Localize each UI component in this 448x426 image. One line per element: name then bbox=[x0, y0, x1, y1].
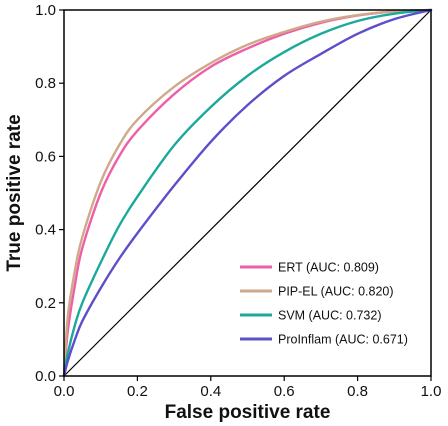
y-tick-label: 0.8 bbox=[35, 75, 56, 92]
x-axis-title: False positive rate bbox=[165, 402, 331, 423]
y-tick-label: 0.6 bbox=[35, 148, 56, 165]
y-tick-label: 1.0 bbox=[35, 2, 56, 19]
series-line-3 bbox=[62, 8, 433, 378]
legend-label: ERT (AUC: 0.809) bbox=[278, 261, 379, 275]
x-tick-label: 0.6 bbox=[274, 383, 295, 400]
series-line-1 bbox=[62, 8, 433, 378]
y-tick-label: 0.2 bbox=[35, 295, 56, 312]
y-tick-label: 0.0 bbox=[35, 368, 56, 385]
curves-layer bbox=[62, 8, 433, 378]
axes-layer: 0.0 0.2 0.4 0.6 0.8 1.0 0.0 0.2 0.4 0.6 0.8 1.0 bbox=[35, 2, 441, 400]
x-tick-label: 0.4 bbox=[200, 383, 221, 400]
y-tick-label: 0.4 bbox=[35, 222, 56, 239]
y-axis-title: True positive rate bbox=[4, 114, 25, 271]
series-line-2 bbox=[62, 8, 433, 378]
diagonal-reference-line bbox=[63, 9, 432, 377]
legend: ERT (AUC: 0.809) PIP-EL (AUC: 0.820) SVM (… bbox=[240, 261, 408, 347]
x-tick-label: 0.2 bbox=[127, 383, 148, 400]
x-tick-label: 0.0 bbox=[54, 383, 75, 400]
x-tick-label: 1.0 bbox=[421, 383, 442, 400]
legend-label: ProInflam (AUC: 0.671) bbox=[278, 333, 408, 347]
legend-label: SVM (AUC: 0.732) bbox=[278, 309, 382, 323]
plot-frame bbox=[63, 9, 432, 377]
x-tick-label: 0.8 bbox=[347, 383, 368, 400]
legend-label: PIP-EL (AUC: 0.820) bbox=[278, 285, 394, 299]
